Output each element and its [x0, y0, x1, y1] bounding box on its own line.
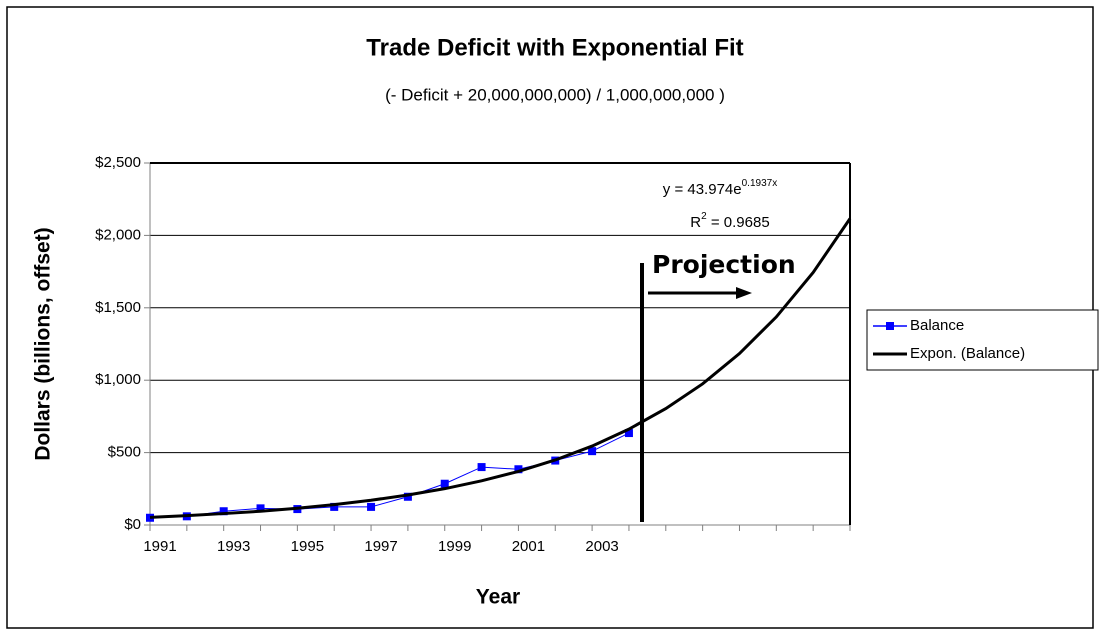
data-point — [146, 513, 154, 522]
data-point — [367, 502, 376, 511]
projection-label: Projection — [652, 250, 796, 279]
x-tick-label: 1991 — [143, 538, 176, 555]
x-axis-label: Year — [476, 586, 520, 609]
equation-exponent: 0.1937x — [742, 178, 778, 189]
y-tick-label: $1,500 — [95, 299, 141, 316]
r2-value: = 0.9685 — [707, 214, 770, 231]
y-tick-label: $2,500 — [95, 154, 141, 171]
r2-exponent: 2 — [701, 211, 707, 222]
x-tick-label: 2001 — [512, 538, 545, 555]
data-point — [514, 465, 523, 474]
chart-title: Trade Deficit with Exponential Fit — [366, 34, 743, 61]
r-squared: R2 = 0.9685 — [690, 211, 769, 231]
series-line — [149, 217, 852, 519]
equation: y = 43.974e0.1937x — [663, 178, 777, 198]
data-point — [330, 502, 339, 511]
x-tick-label: 1997 — [364, 538, 397, 555]
data-point — [219, 507, 228, 516]
legend-label: Balance — [910, 317, 964, 334]
x-tick-label: 2003 — [585, 538, 618, 555]
data-point — [403, 492, 412, 501]
legend-marker — [886, 322, 894, 330]
chart-subtitle: (- Deficit + 20,000,000,000) / 1,000,000… — [385, 85, 725, 104]
data-point — [256, 504, 265, 513]
y-tick-label: $2,000 — [95, 226, 141, 243]
data-point — [440, 479, 449, 488]
legend-box — [866, 309, 1099, 371]
equation-text: y = 43.974e — [663, 181, 742, 198]
data-point — [588, 447, 597, 456]
projection-arrowhead — [736, 287, 752, 299]
legend-label: Expon. (Balance) — [910, 345, 1025, 362]
r2-prefix: R — [690, 214, 701, 231]
plot-area — [150, 163, 850, 525]
data-point — [624, 429, 633, 438]
x-tick-label: 1993 — [217, 538, 250, 555]
y-tick-label: $1,000 — [95, 371, 141, 388]
y-tick-label: $0 — [124, 516, 141, 533]
x-tick-label: 1995 — [291, 538, 324, 555]
data-point — [477, 463, 486, 472]
x-tick-label: 1999 — [438, 538, 471, 555]
y-tick-label: $500 — [108, 444, 141, 461]
y-axis-label: Dollars (billions, offset) — [32, 227, 55, 460]
